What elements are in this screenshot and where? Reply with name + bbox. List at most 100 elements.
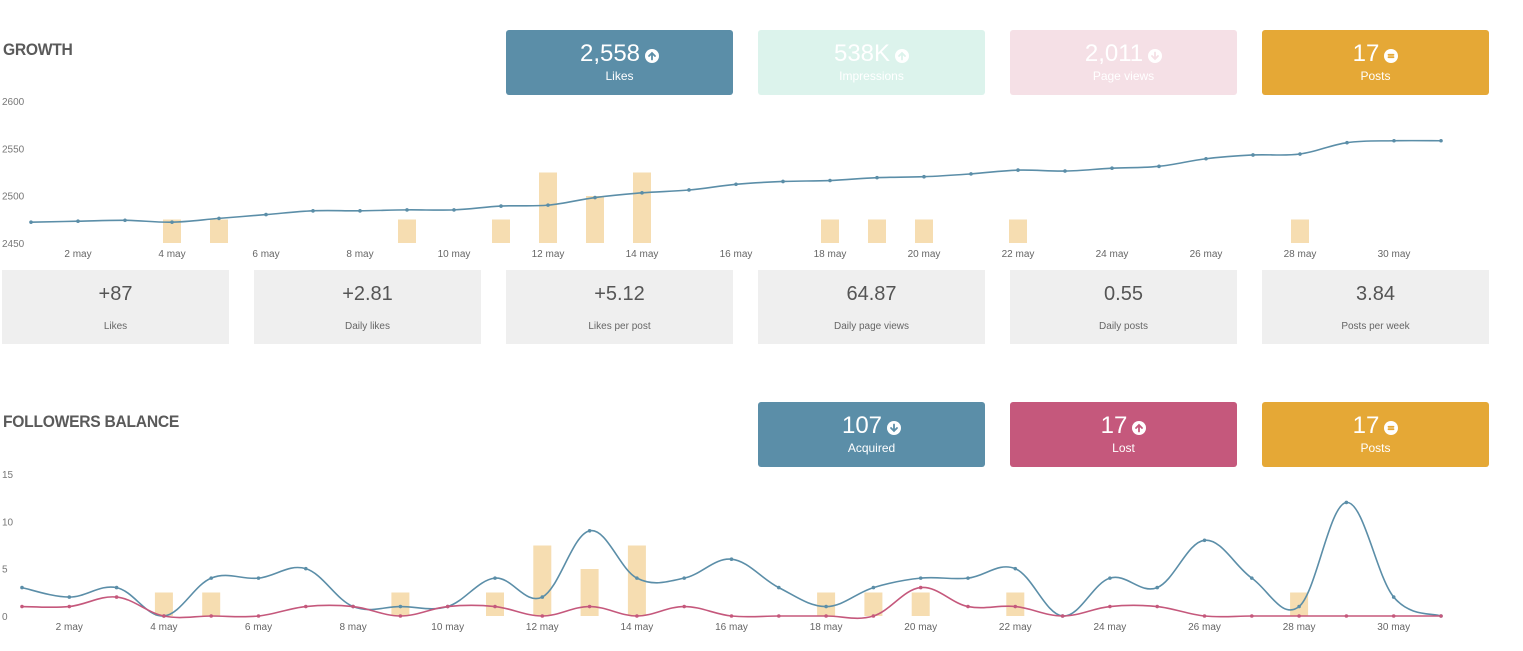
data-point bbox=[1392, 138, 1396, 143]
kpi-label: Impressions bbox=[839, 69, 904, 83]
stat-label: Posts per week bbox=[1341, 321, 1410, 332]
post-bar bbox=[627, 545, 646, 616]
data-point bbox=[729, 557, 734, 561]
data-point bbox=[123, 218, 127, 223]
post-bar bbox=[533, 545, 552, 616]
post-bar bbox=[398, 219, 416, 243]
kpi-value: 17 bbox=[1352, 40, 1380, 67]
series-line bbox=[30, 139, 1442, 223]
x-tick-label: 30 may bbox=[1377, 622, 1410, 633]
data-point bbox=[1013, 604, 1018, 609]
data-point bbox=[493, 576, 497, 580]
arrow-up-icon bbox=[895, 48, 910, 63]
stat-value: +2.81 bbox=[342, 283, 393, 305]
kpi-value: 2,558 bbox=[579, 40, 641, 67]
followers-title: FOLLOWERS BALANCE bbox=[3, 412, 180, 431]
stat-value: +87 bbox=[98, 283, 133, 305]
growth-kpi-likes[interactable]: 2,558 Likes bbox=[506, 30, 733, 95]
data-point bbox=[1063, 169, 1067, 173]
equals-icon bbox=[1384, 420, 1399, 435]
growth-title: GROWTH bbox=[3, 40, 73, 59]
data-point bbox=[966, 604, 970, 609]
data-point bbox=[828, 178, 832, 183]
data-point bbox=[256, 576, 261, 580]
data-point bbox=[29, 220, 33, 224]
followers-kpi-acquired[interactable]: 107 Acquired bbox=[758, 402, 985, 467]
post-bar bbox=[580, 569, 599, 616]
kpi-value: 107 bbox=[841, 412, 883, 439]
y-tick-label: 2450 bbox=[2, 239, 25, 250]
growth-kpi-page-views[interactable]: 2,011 Page views bbox=[1010, 30, 1237, 95]
data-point bbox=[264, 212, 268, 217]
post-bar bbox=[1291, 219, 1309, 243]
x-tick-label: 24 may bbox=[1094, 622, 1127, 633]
data-point bbox=[1202, 538, 1207, 543]
x-tick-label: 14 may bbox=[626, 249, 659, 260]
x-tick-label: 18 may bbox=[814, 249, 847, 260]
data-point bbox=[635, 576, 639, 580]
data-point bbox=[1202, 614, 1207, 618]
followers-kpi-posts[interactable]: 17 Posts bbox=[1262, 402, 1489, 467]
y-tick-label: 15 bbox=[2, 470, 14, 481]
post-bar bbox=[911, 592, 930, 616]
post-bar bbox=[1290, 592, 1309, 616]
kpi-label: Posts bbox=[1360, 441, 1391, 455]
x-tick-label: 26 may bbox=[1190, 249, 1223, 260]
x-tick-label: 26 may bbox=[1188, 622, 1221, 633]
kpi-value: 17 bbox=[1100, 412, 1128, 439]
followers-kpi-lost[interactable]: 17 Lost bbox=[1010, 402, 1237, 467]
stat-label: Likes per post bbox=[588, 321, 651, 332]
x-tick-label: 2 may bbox=[56, 622, 83, 633]
stat-label: Daily likes bbox=[344, 321, 390, 332]
data-point bbox=[777, 614, 781, 618]
data-point bbox=[587, 604, 592, 609]
data-point bbox=[304, 566, 308, 571]
x-tick-label: 4 may bbox=[150, 622, 177, 633]
post-bar bbox=[202, 592, 221, 616]
stat-daily-likes: +2.81 Daily likes bbox=[254, 270, 481, 344]
data-point bbox=[587, 529, 592, 533]
data-point bbox=[1344, 500, 1349, 505]
data-point bbox=[593, 195, 597, 200]
data-point bbox=[405, 208, 409, 212]
data-point bbox=[875, 175, 879, 180]
stat-value: 64.87 bbox=[846, 283, 897, 305]
data-point bbox=[114, 585, 119, 590]
arrow-up-icon bbox=[1132, 420, 1147, 435]
stat-daily-posts: 0.55 Daily posts bbox=[1010, 270, 1237, 344]
data-point bbox=[682, 576, 686, 580]
data-point bbox=[871, 614, 876, 618]
x-tick-label: 24 may bbox=[1096, 249, 1129, 260]
kpi-label: Acquired bbox=[847, 441, 896, 455]
data-point bbox=[170, 220, 174, 224]
data-point bbox=[682, 604, 686, 609]
arrow-down-icon bbox=[1148, 48, 1163, 63]
post-bar bbox=[868, 219, 886, 243]
data-point bbox=[493, 604, 497, 609]
data-point bbox=[162, 614, 166, 618]
post-bar bbox=[821, 219, 839, 243]
data-point bbox=[1060, 614, 1065, 618]
x-tick-label: 30 may bbox=[1378, 249, 1411, 260]
data-point bbox=[540, 614, 545, 618]
data-point bbox=[1204, 156, 1208, 161]
data-point bbox=[1297, 604, 1301, 609]
data-point bbox=[67, 595, 72, 599]
x-tick-label: 16 may bbox=[720, 249, 753, 260]
data-point bbox=[1391, 614, 1396, 618]
data-point bbox=[1344, 614, 1349, 618]
data-point bbox=[918, 576, 923, 580]
growth-kpi-posts[interactable]: 17 Posts bbox=[1262, 30, 1489, 95]
y-tick-label: 2600 bbox=[2, 97, 25, 108]
kpi-value: 17 bbox=[1352, 412, 1380, 439]
post-bar bbox=[633, 172, 651, 243]
data-point bbox=[1108, 604, 1112, 609]
post-bar bbox=[163, 219, 181, 243]
followers-chart: 0 5 10 15 2 may 4 may 6 may 8 may 10 may 12 may 14… bbox=[2, 470, 1443, 633]
data-point bbox=[67, 604, 72, 609]
data-point bbox=[1108, 576, 1112, 580]
x-tick-label: 18 may bbox=[810, 622, 843, 633]
data-point bbox=[1013, 566, 1018, 571]
growth-kpi-impressions[interactable]: 538K Impressions bbox=[758, 30, 985, 95]
post-bar bbox=[154, 592, 173, 616]
